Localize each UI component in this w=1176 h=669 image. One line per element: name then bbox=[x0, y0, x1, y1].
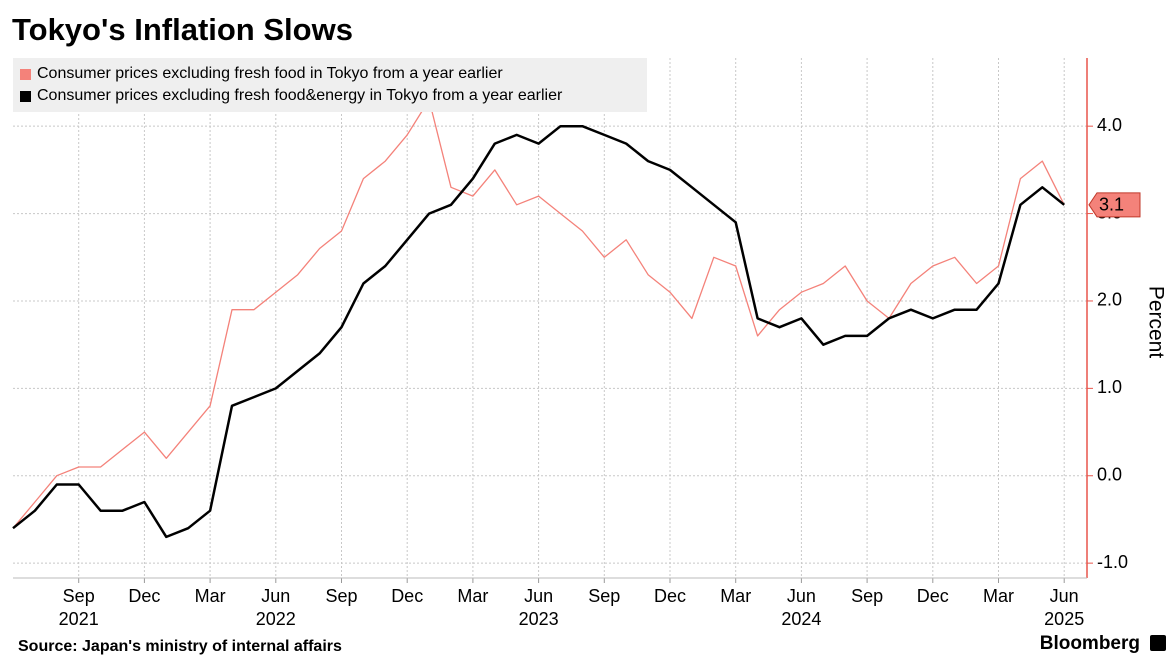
x-tick-label: Mar bbox=[195, 586, 226, 606]
x-tick-label: Jun bbox=[1050, 586, 1079, 606]
grid bbox=[13, 58, 1087, 578]
x-tick-label: Jun bbox=[524, 586, 553, 606]
x-tick-label: Sep bbox=[851, 586, 883, 606]
legend-box bbox=[13, 58, 647, 112]
x-tick-label: Mar bbox=[983, 586, 1014, 606]
x-tick-label: Dec bbox=[128, 586, 160, 606]
legend-swatch bbox=[20, 91, 31, 102]
x-year-label: 2021 bbox=[59, 609, 99, 629]
x-tick-label: Sep bbox=[325, 586, 357, 606]
y-tick-label: 4.0 bbox=[1097, 115, 1122, 135]
x-tick-label: Mar bbox=[720, 586, 751, 606]
x-tick-label: Dec bbox=[917, 586, 949, 606]
legend-swatch bbox=[20, 69, 31, 80]
brand: Bloomberg bbox=[1040, 633, 1140, 654]
x-tick-label: Jun bbox=[787, 586, 816, 606]
last-value-flag bbox=[1088, 192, 1141, 218]
x-tick-label: Sep bbox=[588, 586, 620, 606]
x-tick-label: Mar bbox=[457, 586, 488, 606]
x-year-label: 2022 bbox=[256, 609, 296, 629]
last-value-label: 3.1 bbox=[1099, 195, 1124, 215]
y-tick-label: 2.0 bbox=[1097, 290, 1122, 310]
legend: Consumer prices excluding fresh food in … bbox=[13, 58, 647, 112]
x-tick-label: Dec bbox=[391, 586, 423, 606]
legend-label: Consumer prices excluding fresh food in … bbox=[37, 65, 503, 82]
y-tick-label: 1.0 bbox=[1097, 377, 1122, 397]
chart-title: Tokyo's Inflation Slows bbox=[12, 12, 353, 47]
source: Source: Japan's ministry of internal aff… bbox=[18, 638, 342, 655]
x-year-label: 2023 bbox=[519, 609, 559, 629]
x-year-label: 2024 bbox=[781, 609, 821, 629]
y-tick-label: 0.0 bbox=[1097, 464, 1122, 484]
x-tick-label: Jun bbox=[261, 586, 290, 606]
x-tick-label: Dec bbox=[654, 586, 686, 606]
y-tick-label: -1.0 bbox=[1097, 552, 1128, 572]
x-year-label: 2025 bbox=[1044, 609, 1084, 629]
series-line bbox=[12, 124, 1065, 539]
brand-icon bbox=[1150, 635, 1166, 651]
y-axis-label: Percent bbox=[1144, 286, 1167, 359]
x-tick-label: Sep bbox=[63, 586, 95, 606]
legend-label: Consumer prices excluding fresh food&ene… bbox=[37, 87, 563, 104]
